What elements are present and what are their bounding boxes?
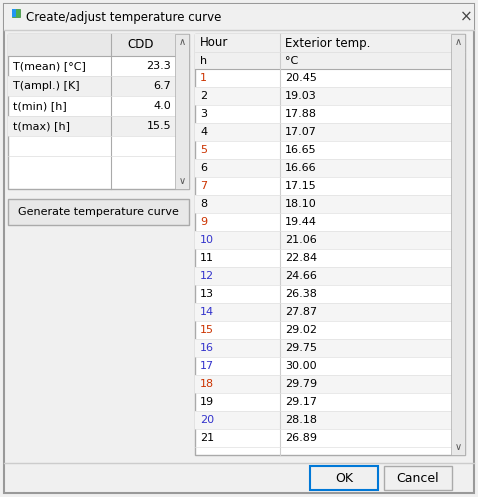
FancyBboxPatch shape bbox=[195, 195, 451, 213]
Text: 21.06: 21.06 bbox=[285, 235, 317, 245]
FancyBboxPatch shape bbox=[4, 4, 474, 493]
FancyBboxPatch shape bbox=[195, 34, 465, 69]
FancyBboxPatch shape bbox=[195, 339, 451, 357]
FancyBboxPatch shape bbox=[12, 9, 20, 17]
Text: T(mean) [°C]: T(mean) [°C] bbox=[13, 61, 86, 71]
Text: 23.3: 23.3 bbox=[146, 61, 171, 71]
Text: 17.15: 17.15 bbox=[285, 181, 317, 191]
Text: Cancel: Cancel bbox=[397, 472, 439, 485]
Text: 19.44: 19.44 bbox=[285, 217, 317, 227]
FancyBboxPatch shape bbox=[195, 87, 451, 105]
FancyBboxPatch shape bbox=[195, 375, 451, 393]
Text: °C: °C bbox=[285, 56, 298, 66]
Text: 12: 12 bbox=[200, 271, 214, 281]
Text: t(min) [h]: t(min) [h] bbox=[13, 101, 67, 111]
FancyBboxPatch shape bbox=[4, 4, 474, 30]
FancyBboxPatch shape bbox=[195, 123, 451, 141]
FancyBboxPatch shape bbox=[8, 199, 189, 225]
Text: Exterior temp.: Exterior temp. bbox=[285, 36, 370, 50]
Text: 26.38: 26.38 bbox=[285, 289, 317, 299]
Text: 20: 20 bbox=[200, 415, 214, 425]
FancyBboxPatch shape bbox=[310, 466, 378, 490]
FancyBboxPatch shape bbox=[451, 34, 465, 455]
Text: 5: 5 bbox=[200, 145, 207, 155]
FancyBboxPatch shape bbox=[195, 303, 451, 321]
FancyBboxPatch shape bbox=[8, 34, 189, 56]
Text: 3: 3 bbox=[200, 109, 207, 119]
FancyBboxPatch shape bbox=[195, 159, 451, 177]
FancyBboxPatch shape bbox=[195, 231, 451, 249]
Text: 14: 14 bbox=[200, 307, 214, 317]
Text: 18: 18 bbox=[200, 379, 214, 389]
FancyBboxPatch shape bbox=[195, 267, 451, 285]
Text: ∨: ∨ bbox=[178, 176, 185, 186]
Text: ∨: ∨ bbox=[455, 442, 462, 452]
Text: 29.02: 29.02 bbox=[285, 325, 317, 335]
Text: ∧: ∧ bbox=[178, 37, 185, 47]
Text: 18.10: 18.10 bbox=[285, 199, 317, 209]
Text: 15.5: 15.5 bbox=[146, 121, 171, 131]
Text: Generate temperature curve: Generate temperature curve bbox=[18, 207, 179, 217]
Text: 19.03: 19.03 bbox=[285, 91, 317, 101]
Text: 4: 4 bbox=[200, 127, 207, 137]
Text: 4.0: 4.0 bbox=[153, 101, 171, 111]
Text: 10: 10 bbox=[200, 235, 214, 245]
Text: 15: 15 bbox=[200, 325, 214, 335]
Text: 9: 9 bbox=[200, 217, 207, 227]
Text: T(ampl.) [K]: T(ampl.) [K] bbox=[13, 81, 80, 91]
Text: CDD: CDD bbox=[128, 38, 154, 52]
Text: 22.84: 22.84 bbox=[285, 253, 317, 263]
Text: 7: 7 bbox=[200, 181, 207, 191]
Text: 29.75: 29.75 bbox=[285, 343, 317, 353]
Text: 8: 8 bbox=[200, 199, 207, 209]
Text: 28.18: 28.18 bbox=[285, 415, 317, 425]
Text: t(max) [h]: t(max) [h] bbox=[13, 121, 70, 131]
FancyBboxPatch shape bbox=[8, 76, 175, 96]
Text: 24.66: 24.66 bbox=[285, 271, 317, 281]
FancyBboxPatch shape bbox=[8, 34, 189, 189]
Text: 27.87: 27.87 bbox=[285, 307, 317, 317]
Text: OK: OK bbox=[335, 472, 353, 485]
Text: 6.7: 6.7 bbox=[153, 81, 171, 91]
FancyBboxPatch shape bbox=[175, 34, 189, 189]
Text: h: h bbox=[200, 56, 207, 66]
FancyBboxPatch shape bbox=[8, 116, 175, 136]
Text: ×: × bbox=[460, 9, 472, 24]
FancyBboxPatch shape bbox=[195, 34, 465, 455]
Text: 21: 21 bbox=[200, 433, 214, 443]
Text: Hour: Hour bbox=[200, 36, 228, 50]
Text: ∧: ∧ bbox=[455, 37, 462, 47]
FancyBboxPatch shape bbox=[384, 466, 452, 490]
Text: 16.65: 16.65 bbox=[285, 145, 316, 155]
Text: 30.00: 30.00 bbox=[285, 361, 316, 371]
Text: 26.89: 26.89 bbox=[285, 433, 317, 443]
Text: 17: 17 bbox=[200, 361, 214, 371]
Text: 29.17: 29.17 bbox=[285, 397, 317, 407]
Text: 16: 16 bbox=[200, 343, 214, 353]
Text: 20.45: 20.45 bbox=[285, 73, 317, 83]
Text: 16.66: 16.66 bbox=[285, 163, 316, 173]
Text: 6: 6 bbox=[200, 163, 207, 173]
Text: 17.07: 17.07 bbox=[285, 127, 317, 137]
Text: 13: 13 bbox=[200, 289, 214, 299]
Text: 29.79: 29.79 bbox=[285, 379, 317, 389]
FancyBboxPatch shape bbox=[195, 411, 451, 429]
Text: 19: 19 bbox=[200, 397, 214, 407]
Text: 2: 2 bbox=[200, 91, 207, 101]
FancyBboxPatch shape bbox=[12, 9, 16, 17]
Text: Create/adjust temperature curve: Create/adjust temperature curve bbox=[26, 10, 221, 23]
Text: 17.88: 17.88 bbox=[285, 109, 317, 119]
Text: 11: 11 bbox=[200, 253, 214, 263]
Text: 1: 1 bbox=[200, 73, 207, 83]
